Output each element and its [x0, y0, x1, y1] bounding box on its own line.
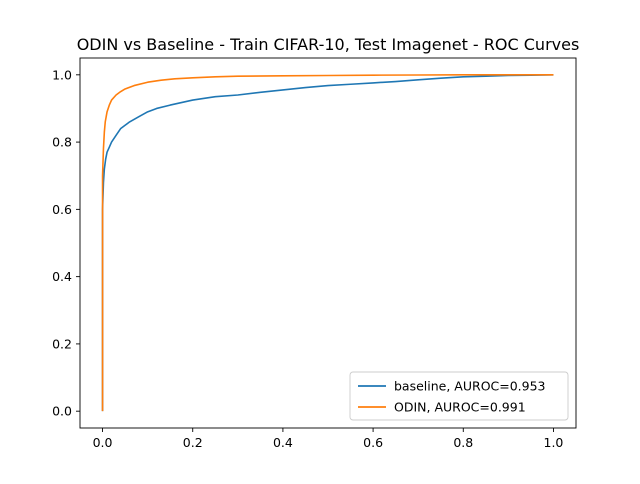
y-tick-label: 0.4: [52, 269, 72, 284]
x-tick-label: 0.2: [183, 435, 203, 450]
legend-label-0: baseline, AUROC=0.953: [394, 379, 546, 394]
plot-frame: [79, 57, 577, 429]
series-line-0: [101, 74, 554, 412]
x-tick-label: 0.8: [453, 435, 473, 450]
legend-box: [349, 371, 569, 421]
x-axis: 0.0 0.2 0.4 0.6 0.8 1.0: [93, 428, 564, 450]
legend: baseline, AUROC=0.953 ODIN, AUROC=0.991: [349, 371, 569, 421]
x-tick-label: 1.0: [544, 435, 564, 450]
y-tick-label: 0.2: [52, 336, 72, 351]
chart-title: ODIN vs Baseline - Train CIFAR-10, Test …: [77, 35, 580, 54]
x-tick-label: 0.4: [273, 435, 293, 450]
y-tick-label: 0.6: [52, 202, 72, 217]
plot-series: [101, 74, 554, 412]
x-tick-label: 0.6: [363, 435, 383, 450]
x-tick-label: 0.0: [93, 435, 113, 450]
legend-label-1: ODIN, AUROC=0.991: [394, 400, 526, 415]
series-line-1: [101, 74, 554, 412]
y-tick-label: 1.0: [52, 67, 72, 82]
y-tick-label: 0.0: [52, 404, 72, 419]
y-axis: 0.0 0.2 0.4 0.6 0.8 1.0: [52, 67, 80, 419]
y-tick-label: 0.8: [52, 135, 72, 150]
